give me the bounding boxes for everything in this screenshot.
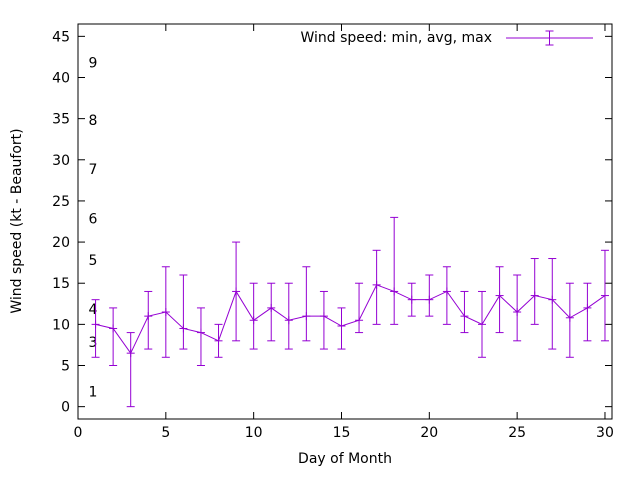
svg-text:0: 0 — [74, 425, 83, 441]
y-axis-label: Wind speed (kt - Beaufort) — [9, 128, 25, 314]
wind-series-errorbars — [91, 216, 609, 408]
svg-text:8: 8 — [89, 113, 98, 129]
svg-text:5: 5 — [89, 253, 98, 269]
svg-text:20: 20 — [420, 425, 438, 441]
svg-text:6: 6 — [89, 212, 98, 228]
svg-text:40: 40 — [52, 70, 70, 86]
svg-text:5: 5 — [161, 425, 170, 441]
svg-text:5: 5 — [61, 359, 70, 375]
svg-text:10: 10 — [52, 317, 70, 333]
svg-text:45: 45 — [52, 29, 70, 45]
svg-text:15: 15 — [333, 425, 351, 441]
svg-text:30: 30 — [596, 425, 614, 441]
svg-text:9: 9 — [89, 55, 98, 71]
svg-text:10: 10 — [245, 425, 263, 441]
svg-text:3: 3 — [89, 335, 98, 351]
beaufort-scale-labels: 1 3 4 5 6 7 8 9 — [89, 55, 98, 400]
svg-text:1: 1 — [89, 384, 98, 400]
legend-label: Wind speed: min, avg, max — [300, 30, 492, 46]
svg-text:25: 25 — [52, 194, 70, 210]
svg-text:7: 7 — [89, 162, 98, 178]
svg-text:20: 20 — [52, 235, 70, 251]
legend-sample — [506, 30, 593, 46]
plot-border — [77, 23, 613, 420]
x-axis-label: Day of Month — [298, 451, 392, 467]
svg-text:25: 25 — [508, 425, 526, 441]
svg-text:15: 15 — [52, 276, 70, 292]
svg-text:30: 30 — [52, 153, 70, 169]
svg-text:35: 35 — [52, 112, 70, 128]
svg-text:4: 4 — [89, 302, 98, 318]
svg-text:0: 0 — [61, 400, 70, 416]
